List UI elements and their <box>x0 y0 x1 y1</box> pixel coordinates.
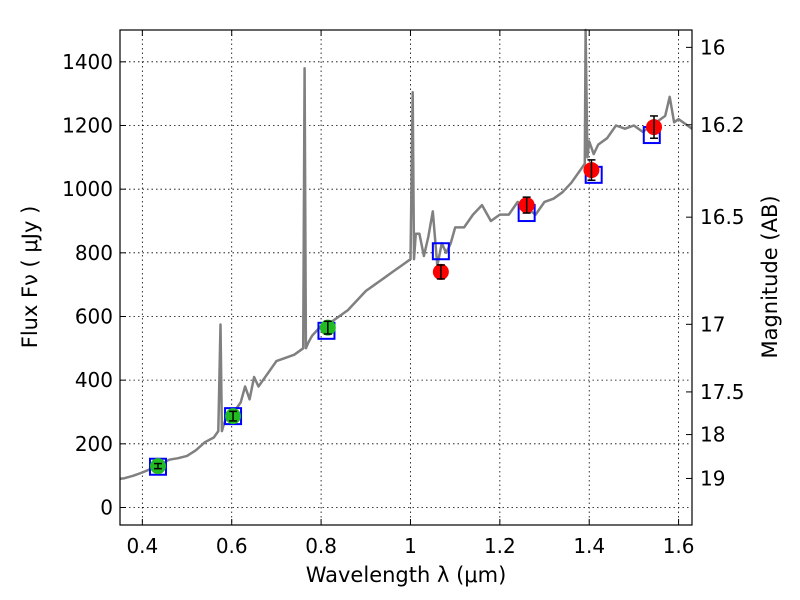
right-tick-label: 18 <box>700 423 725 447</box>
y-tick-label: 1000 <box>62 177 113 201</box>
right-tick-label: 16.5 <box>700 205 745 229</box>
model-point <box>431 242 450 261</box>
right-tick-label: 19 <box>700 466 725 490</box>
right-tick-label: 17.5 <box>700 380 745 404</box>
axis-ticks: 0.4 0.6 0.8 1 1.2 1.4 1.6 0 200 400 600 800 1000 1200… <box>62 30 745 558</box>
observed-photometry-series <box>149 115 663 475</box>
right-tick-label: 16 <box>700 35 725 59</box>
spectrum-series <box>119 28 693 481</box>
x-tick-label: 0.4 <box>126 534 158 558</box>
y-tick-label: 800 <box>75 241 113 265</box>
right-axis-label: Magnitude (AB) <box>758 195 782 358</box>
grid <box>120 30 692 525</box>
model-photometry-series <box>148 126 661 476</box>
x-tick-label: 1 <box>404 534 417 558</box>
y-tick-label: 600 <box>75 304 113 328</box>
right-tick-label: 16.2 <box>700 113 745 137</box>
y-tick-label: 1400 <box>62 50 113 74</box>
y-tick-label: 200 <box>75 432 113 456</box>
right-tick-label: 17 <box>700 312 725 336</box>
y-tick-label: 1200 <box>62 113 113 137</box>
x-tick-label: 1.6 <box>663 534 695 558</box>
x-tick-label: 0.6 <box>216 534 248 558</box>
y-tick-label: 400 <box>75 368 113 392</box>
x-tick-label: 1.2 <box>484 534 516 558</box>
plot-frame <box>119 29 693 526</box>
spectrum-line <box>119 28 693 481</box>
x-tick-label: 0.8 <box>305 534 337 558</box>
y-tick-label: 0 <box>100 495 113 519</box>
y-axis-label: Flux Fν ( μJy ) <box>18 206 42 349</box>
x-tick-label: 1.4 <box>573 534 605 558</box>
x-axis-label: Wavelength λ (μm) <box>306 563 507 587</box>
